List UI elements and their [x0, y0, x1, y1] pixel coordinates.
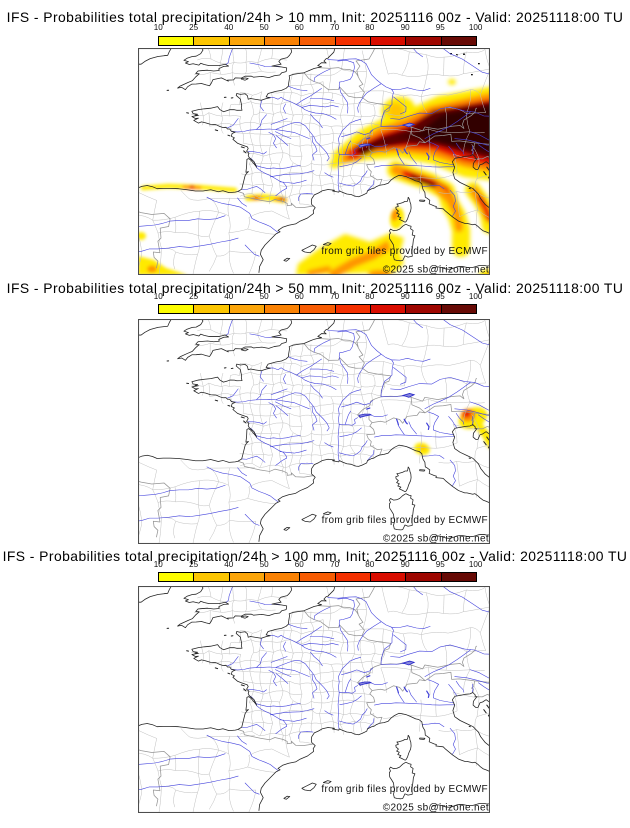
svg-text:©2025 sb@irizone.net: ©2025 sb@irizone.net [383, 803, 489, 814]
svg-text:©2025 sb@irizone.net: ©2025 sb@irizone.net [383, 534, 489, 544]
svg-text:from grib files provided by EC: from grib files provided by ECMWF [321, 246, 488, 257]
svg-text:from grib files provided by EC: from grib files provided by ECMWF [322, 515, 488, 526]
svg-text:©2025 sb@irizone.net: ©2025 sb@irizone.net [383, 265, 489, 276]
svg-text:from grib files provided by EC: from grib files provided by ECMWF [321, 784, 488, 795]
